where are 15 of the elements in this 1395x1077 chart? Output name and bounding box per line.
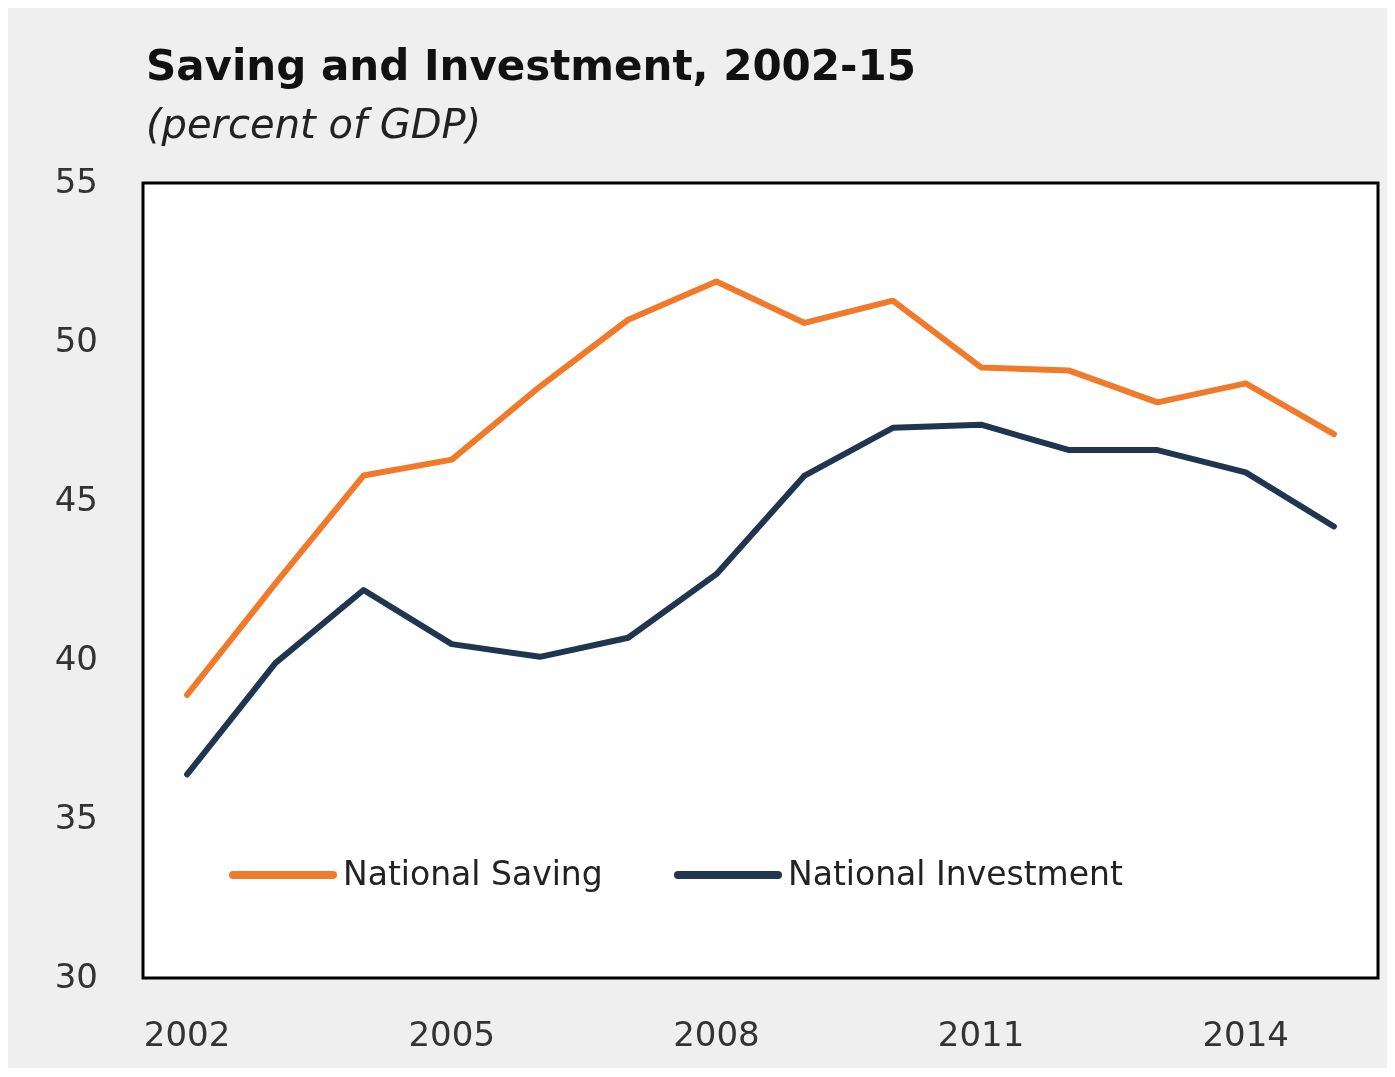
chart-title: Saving and Investment, 2002-15 xyxy=(146,41,916,90)
y-tick-label: 50 xyxy=(54,319,98,360)
x-tick-label: 2002 xyxy=(143,1013,231,1054)
y-tick-label: 55 xyxy=(54,160,98,201)
x-tick-label: 2011 xyxy=(937,1013,1025,1054)
y-tick-label: 40 xyxy=(54,637,98,678)
y-tick-label: 30 xyxy=(54,955,98,996)
y-tick-label: 45 xyxy=(54,478,98,519)
legend-label: National Saving xyxy=(343,853,603,893)
x-tick-label: 2005 xyxy=(408,1013,496,1054)
x-tick-label: 2014 xyxy=(1202,1013,1289,1054)
y-tick-label: 35 xyxy=(54,796,98,837)
legend-label: National Investment xyxy=(788,853,1123,893)
chart-subtitle: (percent of GDP) xyxy=(146,101,482,147)
x-tick-label: 2008 xyxy=(673,1013,760,1054)
